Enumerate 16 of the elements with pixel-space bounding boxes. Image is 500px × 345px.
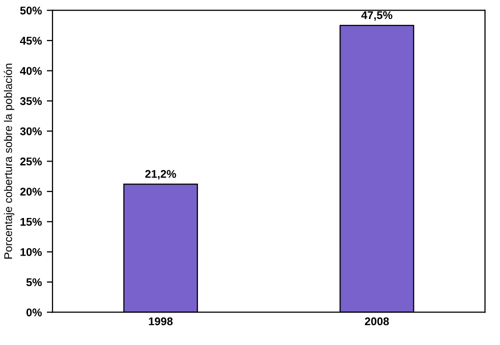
y-tick-label: 45%	[20, 36, 42, 45]
y-tick-label: 40%	[20, 66, 42, 75]
y-tick-label: 5%	[26, 278, 42, 286]
y-tick-label: 0%	[26, 308, 42, 316]
y-tick-label: 15%	[20, 218, 42, 226]
y-tick-label: 35%	[20, 97, 42, 106]
y-tick-label: 10%	[20, 248, 42, 256]
x-tick-label: 1998	[148, 317, 173, 326]
y-tick-label: 30%	[20, 127, 42, 136]
y-tick-label: 20%	[20, 188, 42, 196]
data-label: 47,5%	[361, 11, 392, 21]
x-tick-label: 2008	[364, 317, 389, 326]
y-tick-label: 50%	[20, 6, 42, 14]
y-axis-title: Porcentaje cobertura sobre la población	[4, 64, 14, 259]
y-tick-label: 25%	[20, 158, 42, 166]
data-label: 21,2%	[145, 170, 176, 180]
